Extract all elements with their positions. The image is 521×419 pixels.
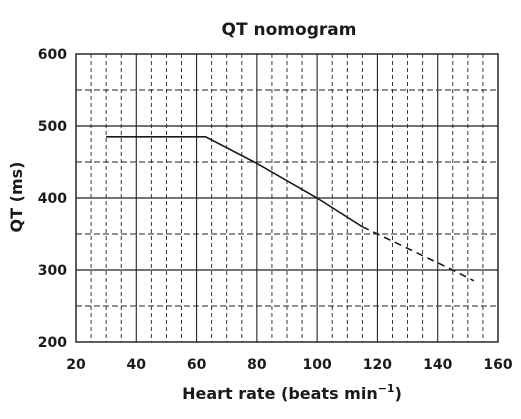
x-axis-label-exponent: −1: [378, 382, 395, 395]
x-axis-label-main: Heart rate (beats min: [182, 384, 378, 403]
x-tick-label: 140: [423, 357, 452, 373]
y-tick-labels: 200 300 400 500 600: [38, 47, 67, 351]
x-axis-label-close: ): [395, 384, 402, 403]
x-tick-label: 160: [483, 357, 512, 373]
x-axis-label: Heart rate (beats min−1): [182, 382, 402, 403]
x-tick-label: 120: [363, 357, 392, 373]
y-tick-label: 500: [38, 119, 67, 135]
grid-lines: [76, 54, 498, 342]
y-tick-label: 400: [38, 191, 67, 207]
y-tick-label: 600: [38, 47, 67, 63]
qt-curve-solid-segment: [106, 136, 363, 228]
x-tick-label: 20: [66, 357, 86, 373]
y-tick-label: 300: [38, 263, 67, 279]
x-tick-label: 60: [187, 357, 207, 373]
chart-title: QT nomogram: [222, 20, 357, 40]
x-tick-labels: 20 40 60 80 100 120 140 160: [66, 357, 513, 373]
x-tick-label: 40: [127, 357, 147, 373]
plot-frame: [75, 53, 499, 343]
x-tick-label: 80: [247, 357, 267, 373]
qt-curve-dashed-segment: [362, 226, 475, 282]
x-tick-label: 100: [303, 357, 332, 373]
qt-curve: [106, 136, 475, 282]
y-axis-label: QT (ms): [7, 162, 26, 233]
y-tick-label: 200: [38, 335, 67, 351]
